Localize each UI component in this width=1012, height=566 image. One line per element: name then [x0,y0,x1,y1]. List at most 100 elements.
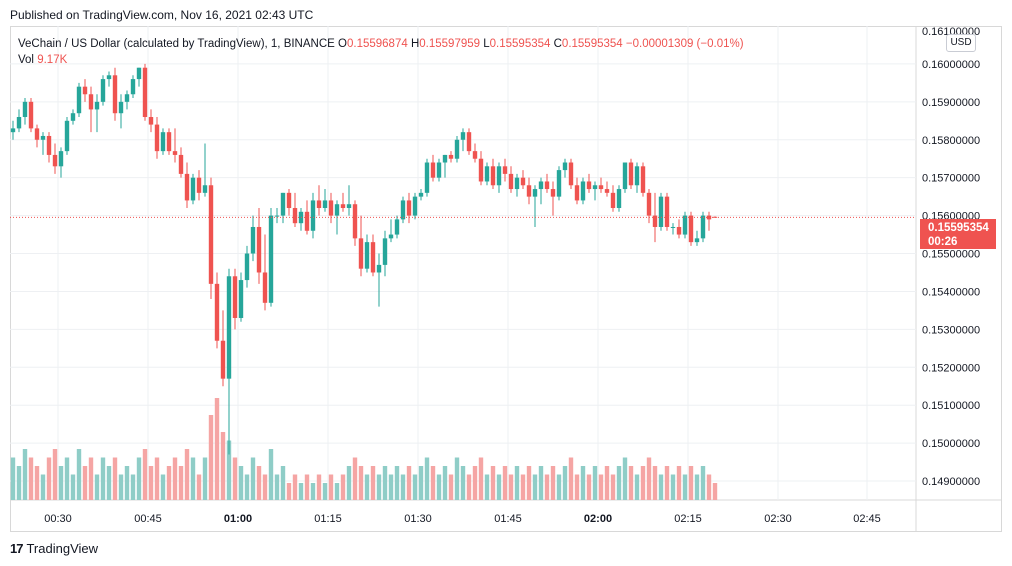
candle-body [670,226,676,228]
candle-body [94,101,100,110]
price-axis: 0.161000000.160000000.159000000.15800000… [922,26,980,488]
volume-bar [46,457,52,500]
candle-body [166,132,172,152]
candle-body [550,189,556,197]
time-tick-label: 02:30 [764,513,792,525]
candle-body [664,196,670,227]
brand-footer[interactable]: 17 TradingView [10,541,98,556]
candle-body [580,181,586,201]
price-tick-label: 0.16000000 [922,59,980,71]
candle-body [28,101,34,129]
candle-body [466,132,472,152]
volume-bar [304,474,310,500]
volume-bar [688,466,694,500]
volume-bar [40,474,46,500]
volume-bar [346,466,352,500]
volume-bar [58,466,64,500]
volume-bar [628,466,634,500]
volume-bar [640,466,646,500]
candle-body [646,192,652,216]
volume-bar [448,474,454,500]
volume-bar [694,474,700,500]
volume-bar [652,466,658,500]
candle-body [496,166,502,186]
volume-bar [496,474,502,500]
volume-bar [508,474,514,500]
volume-bar [676,466,682,500]
volume-bar [208,415,214,500]
tradingview-logo-icon: 17 [10,541,24,556]
candle-body [322,200,328,209]
candle-body [574,185,580,201]
legend-volume-row: Vol 9.17K [18,52,744,68]
price-tick-label: 0.15900000 [922,97,980,109]
volume-bar [568,457,574,500]
volume-bar [334,483,340,500]
candle-body [22,101,28,118]
volume-bar [502,466,508,500]
candle-body [130,79,136,95]
volume-bar [196,474,202,500]
candle-body [700,215,706,239]
candle-body [346,204,352,209]
volume-bar [670,474,676,500]
candle-body [442,154,448,163]
volume-bar [52,449,58,500]
volume-bar [610,474,616,500]
volume-bar [232,457,238,500]
volume-bar [622,457,628,500]
volume-bar [76,449,82,500]
volume-bar [238,466,244,500]
candle-body [448,154,454,159]
volume-bar [124,466,130,500]
legend-high-value: 0.15597959 [419,38,481,50]
candle-body [652,215,658,227]
volume-bar [34,466,40,500]
candle-body [604,189,610,193]
volume-bar [136,457,142,500]
volume-bar [328,474,334,500]
volume-bar [586,474,592,500]
legend-close-label: C [553,38,562,50]
volume-bar [244,474,250,500]
candle-body [310,200,316,231]
volume-bar [286,483,292,500]
candle-body [226,276,232,379]
candle-body [304,211,310,231]
time-tick-label: 01:00 [224,513,252,525]
volume-bar [370,466,376,500]
candle-body [76,86,82,114]
candle-body [106,75,112,80]
candle-body [472,151,478,159]
volume-bar [106,466,112,500]
volume-bar [646,457,652,500]
currency-button[interactable]: USD [946,34,976,52]
volume-bar [142,449,148,500]
candlestick-chart[interactable]: 0.161000000.160000000.159000000.15800000… [10,26,1002,532]
chart-legend: VeChain / US Dollar (calculated by Tradi… [18,36,744,68]
time-tick-label: 02:45 [853,513,881,525]
candle-body [478,158,484,182]
volume-bar [340,474,346,500]
volume-bar [580,466,586,500]
volume-bar [274,474,280,500]
candle-body [58,151,64,167]
candle-body [190,177,196,201]
volume-bar [484,474,490,500]
candle-body [256,226,262,273]
candle-body [556,170,562,197]
volume-bar [520,474,526,500]
candle-body [220,340,226,379]
price-tick-label: 0.15200000 [922,362,980,374]
candle-body [328,200,334,216]
candle-body [340,204,346,209]
volume-bar [358,466,364,500]
candle-body [658,196,664,227]
candle-body [358,238,364,269]
volume-bar [424,457,430,500]
volume-bar [658,474,664,500]
volume-bar [562,466,568,500]
volume-bar [256,466,262,500]
legend-open-label: O [338,38,347,50]
candle-body [334,204,340,216]
